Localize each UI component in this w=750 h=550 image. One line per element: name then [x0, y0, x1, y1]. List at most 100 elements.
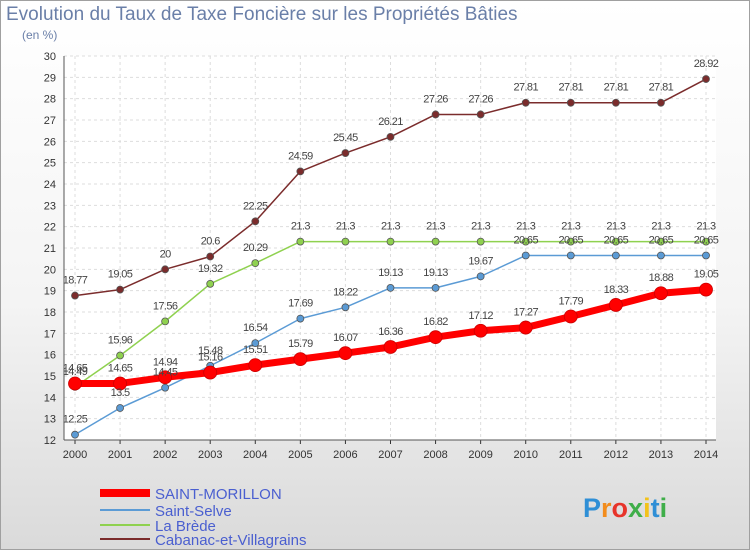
y-tick-label: 27 [44, 115, 56, 127]
data-label: 20.65 [559, 234, 584, 246]
data-point [518, 320, 533, 335]
y-tick-label: 23 [44, 200, 56, 212]
data-label: 17.69 [288, 298, 313, 310]
data-point [251, 259, 260, 268]
data-label: 21.3 [606, 221, 625, 233]
x-tick-label: 2010 [513, 449, 537, 461]
data-label: 21.3 [426, 221, 445, 233]
data-label: 27.81 [559, 82, 584, 94]
data-point [383, 340, 398, 354]
x-tick-label: 2012 [604, 449, 628, 461]
data-point [206, 252, 215, 261]
data-label: 20.65 [604, 234, 629, 246]
data-label: 27.81 [513, 82, 538, 94]
data-label: 20.65 [649, 234, 674, 246]
data-point [203, 365, 218, 380]
unit-label: (en %) [22, 28, 58, 42]
data-point [702, 75, 710, 83]
data-point [341, 237, 350, 246]
y-tick-label: 14 [44, 392, 56, 404]
y-tick-label: 20 [44, 264, 56, 276]
legend-label: Saint-Selve [155, 503, 232, 520]
data-label: 14.45 [153, 367, 178, 379]
logo-letter: r [601, 493, 612, 523]
data-point [116, 285, 124, 294]
x-tick-label: 2001 [108, 449, 132, 461]
data-point [161, 317, 170, 326]
proxiti-logo: Proxiti [583, 493, 667, 523]
data-label: 20.29 [243, 242, 268, 254]
data-label: 19.13 [423, 267, 448, 279]
logo-letter: i [660, 493, 668, 523]
data-label: 17.79 [559, 295, 584, 307]
logo-letter: x [628, 493, 643, 523]
data-point [657, 98, 665, 107]
data-point [296, 167, 305, 176]
chart-title: Evolution du Taux de Taxe Foncière sur l… [6, 4, 518, 25]
data-point [341, 303, 350, 312]
x-tick-label: 2013 [649, 449, 673, 461]
x-tick-label: 2007 [378, 449, 402, 461]
data-point [113, 376, 127, 391]
data-point [71, 430, 79, 439]
x-tick-label: 2002 [153, 449, 177, 461]
y-tick-label: 22 [44, 222, 56, 234]
data-point [296, 237, 305, 246]
data-point [428, 330, 443, 345]
data-label: 16.07 [333, 332, 358, 344]
data-label: 21.3 [471, 221, 490, 233]
y-tick-label: 16 [44, 350, 56, 362]
data-point [431, 237, 440, 246]
legend-label: La Brède [155, 518, 216, 535]
data-label: 24.59 [288, 150, 313, 162]
logo-letter: P [583, 493, 601, 523]
data-label: 16.54 [243, 322, 268, 334]
data-label: 16.82 [423, 316, 448, 328]
data-label: 27.81 [604, 82, 629, 94]
data-point [71, 291, 79, 300]
data-label: 16.36 [378, 326, 403, 338]
legend-label: SAINT-MORILLON [155, 486, 282, 503]
data-point [248, 358, 263, 373]
x-tick-label: 2004 [243, 449, 267, 461]
data-point [611, 251, 620, 260]
data-label: 27.81 [649, 82, 674, 94]
data-point [702, 237, 710, 246]
data-label: 20.65 [694, 234, 719, 246]
x-tick-label: 2008 [423, 449, 447, 461]
y-tick-label: 15 [44, 371, 56, 383]
data-point [566, 251, 575, 260]
data-label: 14.65 [108, 362, 133, 374]
y-tick-label: 29 [44, 72, 56, 84]
y-tick-label: 21 [44, 243, 56, 255]
data-point [608, 298, 623, 312]
data-point [116, 404, 124, 412]
data-label: 13.5 [111, 387, 130, 399]
data-label: 18.33 [604, 284, 629, 296]
data-point [654, 286, 668, 301]
y-tick-label: 25 [44, 158, 56, 170]
data-label: 17.12 [468, 310, 493, 322]
data-label: 28.92 [694, 58, 719, 70]
y-tick-label: 12 [44, 435, 56, 447]
data-point [158, 370, 173, 385]
data-label: 14.94 [153, 356, 178, 368]
logo-letter: i [643, 493, 651, 523]
data-point [431, 110, 440, 119]
x-tick-label: 2011 [559, 449, 583, 461]
data-label: 21.3 [561, 221, 580, 233]
data-label: 19.05 [108, 269, 133, 281]
data-label: 20.65 [513, 234, 538, 246]
data-point [386, 283, 395, 292]
data-label: 18.22 [333, 286, 358, 298]
x-tick-label: 2000 [63, 449, 87, 461]
data-point [296, 314, 305, 323]
data-label: 20 [160, 248, 172, 260]
data-point [566, 98, 575, 107]
data-point [476, 272, 485, 281]
legend-label: Cabanac-et-Villagrains [155, 532, 306, 549]
y-tick-label: 26 [44, 136, 56, 148]
data-label: 12.25 [63, 414, 88, 426]
data-label: 18.77 [63, 275, 88, 287]
data-point [206, 279, 215, 288]
